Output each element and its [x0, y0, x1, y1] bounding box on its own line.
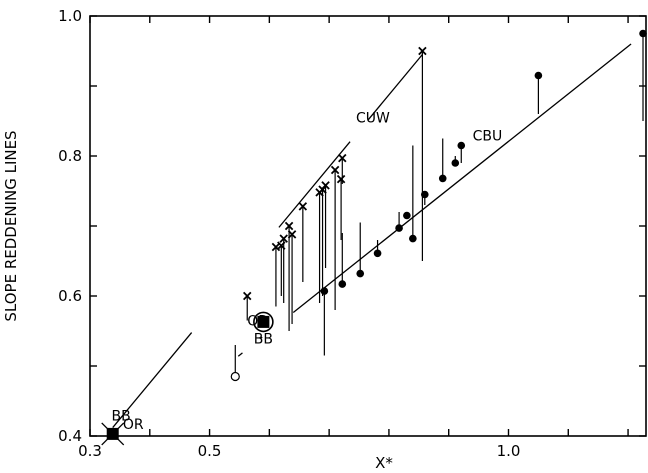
filled-circle-point — [639, 29, 647, 38]
filled-circle-point — [438, 174, 447, 183]
filled-circle-point — [356, 269, 365, 278]
fit-line-cbu — [292, 43, 632, 313]
cross-point — [338, 153, 347, 163]
filled-circle-point — [534, 71, 543, 80]
cross-point — [279, 234, 288, 243]
x-tick-label: 0.3 — [78, 442, 102, 460]
filled-circle-point — [395, 224, 403, 232]
x-tick-label: 1.0 — [497, 442, 521, 460]
open-circle-point — [230, 371, 240, 382]
bb-origin-marker — [101, 422, 125, 446]
cross-point — [418, 46, 427, 56]
markers — [101, 29, 647, 446]
cross-point — [287, 230, 297, 239]
fit-line-cbu — [259, 336, 263, 340]
cross-point — [284, 221, 294, 231]
y-axis-title: SLOPE REDDENING LINES — [2, 130, 20, 321]
y-tick-label: 1.0 — [58, 7, 82, 25]
fit-line-cbu — [237, 352, 243, 357]
annotation-or: OR — [123, 417, 144, 433]
y-tick-label: 0.8 — [58, 147, 82, 165]
bb-circled-marker — [253, 311, 274, 333]
x-tick-label: 0.5 — [198, 442, 222, 460]
annotation-bb: BB — [112, 409, 131, 425]
filled-circle-point — [451, 159, 460, 167]
annotation-cbu: CBU — [473, 129, 503, 145]
filled-circle-point — [409, 234, 417, 243]
fit-lines — [112, 43, 632, 429]
filled-circle-point — [457, 141, 466, 150]
filled-circle-point — [338, 280, 347, 288]
filled-circle-point — [320, 287, 329, 295]
y-tick-label: 0.4 — [58, 427, 82, 445]
fit-line-cuw — [278, 141, 351, 228]
cross-point — [330, 165, 340, 175]
filled-circle-point — [373, 249, 382, 258]
cross-point — [298, 202, 308, 211]
y-tick-label: 0.6 — [58, 287, 82, 305]
annotation-or: OR — [247, 313, 268, 329]
cross-point — [336, 174, 346, 184]
plot-frame — [89, 15, 647, 437]
annotation-cuw: CUW — [356, 110, 390, 126]
range-lines — [234, 33, 644, 377]
x-axis-title: X* — [375, 454, 393, 472]
fit-line-cuw — [112, 332, 193, 429]
fit-line-cuw — [367, 54, 423, 121]
ticks — [89, 15, 646, 437]
cross-point — [277, 241, 286, 250]
filled-circle-point — [420, 190, 429, 199]
annotation-bb: BB — [254, 332, 273, 348]
filled-circle-point — [403, 211, 411, 220]
cross-point — [321, 181, 330, 190]
cross-point — [242, 291, 252, 301]
